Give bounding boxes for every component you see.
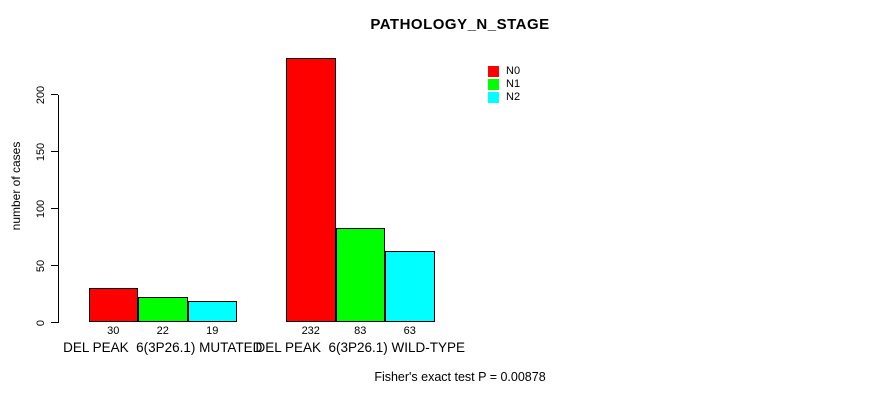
category-label: DEL PEAK 6(3P26.1) MUTATED (63, 340, 263, 355)
y-tick-label: 0 (35, 319, 47, 326)
bar-value-label: 232 (301, 325, 320, 337)
y-tick-label: 50 (35, 259, 47, 272)
y-axis-label: number of cases (9, 141, 23, 231)
y-tick-label: 150 (35, 142, 47, 161)
legend-swatch-n2 (488, 92, 499, 103)
bar-n1-group-0 (138, 297, 188, 323)
y-tick-label: 200 (35, 85, 47, 104)
y-tick (51, 265, 58, 266)
bar-n0-group-1 (286, 58, 336, 323)
legend-item: N2 (488, 91, 520, 104)
bar-n1-group-1 (335, 227, 385, 323)
category-label: DEL PEAK 6(3P26.1) WILD-TYPE (255, 340, 466, 355)
annotation-text: Fisher's exact test P = 0.00878 (374, 370, 546, 384)
legend-swatch-n0 (488, 66, 499, 77)
legend-label: N2 (506, 91, 521, 103)
bar-n2-group-1 (385, 250, 435, 323)
legend-label: N1 (506, 78, 521, 90)
bar-n2-group-0 (187, 300, 237, 323)
y-tick (51, 151, 58, 152)
bar-value-label: 30 (107, 325, 120, 337)
bar-value-label: 22 (156, 325, 169, 337)
bar-n0-group-0 (88, 288, 138, 323)
bar-value-label: 83 (354, 325, 367, 337)
legend-swatch-n1 (488, 79, 499, 90)
bar-value-label: 19 (206, 325, 219, 337)
y-tick (51, 94, 58, 95)
legend-label: N0 (506, 65, 521, 77)
y-tick (51, 322, 58, 323)
legend-item: N1 (488, 78, 520, 91)
legend-item: N0 (488, 65, 520, 78)
chart-title: PATHOLOGY_N_STAGE (370, 16, 550, 33)
y-tick (51, 208, 58, 209)
y-axis-line (58, 94, 59, 323)
bar-value-label: 63 (403, 325, 416, 337)
y-tick-label: 100 (35, 199, 47, 218)
legend: N0 N1 N2 (488, 65, 520, 104)
